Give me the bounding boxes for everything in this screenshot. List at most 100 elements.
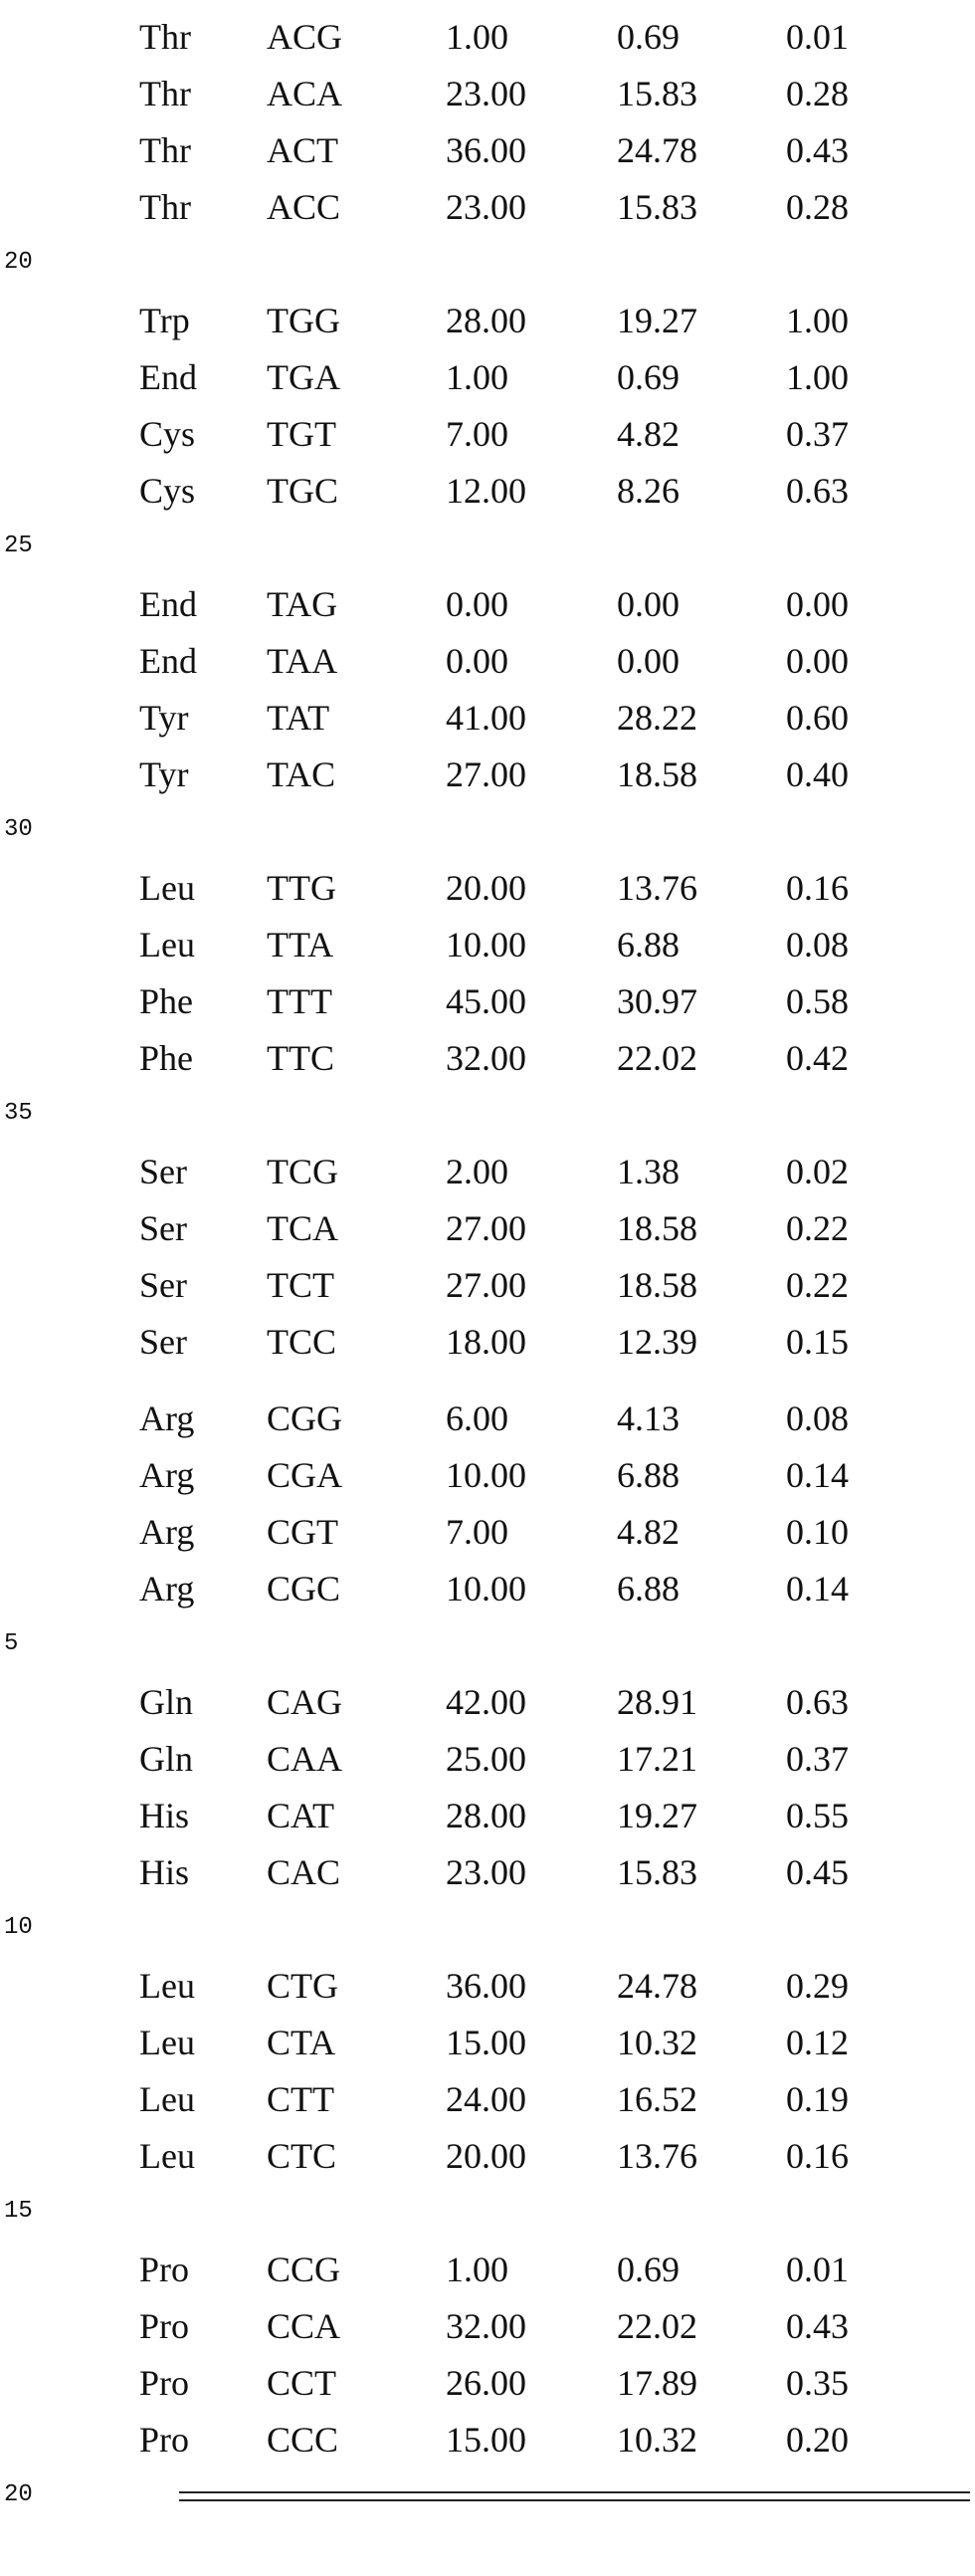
table-cell: 36.00	[446, 1965, 526, 2007]
table-cell: 0.63	[786, 1681, 849, 1723]
table-cell: 0.19	[786, 2078, 849, 2120]
table-cell: 15.00	[446, 2022, 526, 2063]
table-cell: 41.00	[446, 697, 526, 739]
table-cell: 4.82	[617, 413, 680, 455]
table-cell: 24.78	[617, 129, 697, 171]
table-cell: TAG	[267, 583, 337, 625]
table-cell: Tyr	[139, 753, 188, 795]
table-cell: 4.82	[617, 1511, 680, 1553]
table-cell: TCG	[267, 1151, 338, 1192]
table-cell: 0.08	[786, 1397, 849, 1439]
table-cell: 27.00	[446, 1264, 526, 1306]
table-cell: 17.89	[617, 2362, 697, 2404]
table-row: ArgCGC10.006.880.14	[0, 1560, 975, 1616]
table-cell: Arg	[139, 1397, 194, 1439]
table-cell: 0.00	[617, 640, 680, 682]
table-cell: TAA	[267, 640, 337, 682]
table-cell: 0.28	[786, 186, 849, 228]
table-cell: 25.00	[446, 1738, 526, 1780]
table-cell: End	[139, 356, 197, 398]
table-cell: 15.00	[446, 2419, 526, 2461]
table-row: ArgCGA10.006.880.14	[0, 1446, 975, 1503]
table-cell: 28.22	[617, 697, 697, 739]
table-cell: CGG	[267, 1397, 342, 1439]
table-row: GlnCAA25.0017.210.37	[0, 1730, 975, 1787]
table-row: LeuCTT24.0016.520.19	[0, 2070, 975, 2127]
table-cell: Pro	[139, 2249, 189, 2290]
table-cell: His	[139, 1795, 189, 1836]
table-cell: 0.35	[786, 2362, 849, 2404]
table-row: SerTCG2.001.380.02	[0, 1143, 975, 1199]
table-cell: 10.00	[446, 1454, 526, 1496]
table-cell: CCG	[267, 2249, 340, 2290]
table-cell: 22.02	[617, 1037, 697, 1079]
table-cell: 23.00	[446, 186, 526, 228]
table-cell: 0.20	[786, 2419, 849, 2461]
table-cell: TAT	[267, 697, 329, 739]
table-cell: 0.14	[786, 1568, 849, 1610]
table-cell: 10.32	[617, 2022, 697, 2063]
table-cell: CGA	[267, 1454, 342, 1496]
table-cell: 0.55	[786, 1795, 849, 1836]
table-cell: TTC	[267, 1037, 334, 1079]
table-cell: 0.43	[786, 129, 849, 171]
table-cell: 6.88	[617, 1454, 680, 1496]
table-cell: Arg	[139, 1511, 194, 1553]
table-cell: 20.00	[446, 2135, 526, 2177]
table-cell: Thr	[139, 16, 191, 58]
table-cell: Cys	[139, 413, 195, 455]
table-row: SerTCA27.0018.580.22	[0, 1199, 975, 1256]
table-cell: 0.16	[786, 867, 849, 909]
line-number: 5	[4, 1630, 18, 1657]
table-cell: 1.00	[786, 356, 849, 398]
table-cell: 0.16	[786, 2135, 849, 2177]
table-cell: 20.00	[446, 867, 526, 909]
table-row: GlnCAG42.0028.910.63	[0, 1673, 975, 1730]
table-cell: CAA	[267, 1738, 342, 1780]
table-cell: CCT	[267, 2362, 336, 2404]
table-cell: 0.45	[786, 1851, 849, 1893]
table-cell: 0.00	[446, 640, 508, 682]
table-cell: 0.60	[786, 697, 849, 739]
table-cell: 13.76	[617, 2135, 697, 2177]
table-cell: 8.26	[617, 470, 680, 512]
spacer	[0, 1370, 975, 1390]
table-cell: 0.22	[786, 1207, 849, 1249]
table-cell: TGA	[267, 356, 340, 398]
line-number: 20	[4, 249, 33, 276]
table-cell: 1.00	[446, 2249, 508, 2290]
table-cell: 19.27	[617, 300, 697, 341]
table-row: EndTAG0.000.000.00	[0, 575, 975, 632]
table-cell: 0.00	[446, 583, 508, 625]
table-cell: Arg	[139, 1454, 194, 1496]
table-row: TrpTGG28.0019.271.00	[0, 292, 975, 348]
table-row: ThrACA23.0015.830.28	[0, 65, 975, 121]
table-cell: 10.00	[446, 924, 526, 966]
table-cell: Gln	[139, 1681, 193, 1723]
table-cell: TCC	[267, 1321, 336, 1363]
line-number-row: 20	[0, 235, 975, 292]
table-cell: 0.37	[786, 413, 849, 455]
table-cell: CGT	[267, 1511, 338, 1553]
table-cell: End	[139, 640, 197, 682]
table-cell: 0.12	[786, 2022, 849, 2063]
table-cell: 1.38	[617, 1151, 680, 1192]
table-row: SerTCT27.0018.580.22	[0, 1256, 975, 1313]
table-cell: TTG	[267, 867, 336, 909]
table-row: LeuTTA10.006.880.08	[0, 916, 975, 972]
table-cell: Phe	[139, 980, 193, 1022]
table-row: LeuCTA15.0010.320.12	[0, 2014, 975, 2070]
table-cell: Gln	[139, 1738, 193, 1780]
double-rule	[179, 2499, 970, 2501]
table-cell: 17.21	[617, 1738, 697, 1780]
table-row: ProCCT26.0017.890.35	[0, 2354, 975, 2411]
table-cell: Pro	[139, 2419, 189, 2461]
table-cell: 0.01	[786, 16, 849, 58]
line-number-row: 15	[0, 2184, 975, 2241]
table-row: PheTTT45.0030.970.58	[0, 972, 975, 1029]
table-cell: 42.00	[446, 1681, 526, 1723]
table-cell: Ser	[139, 1264, 187, 1306]
table-cell: 0.08	[786, 924, 849, 966]
line-number-row: 25	[0, 519, 975, 575]
table-cell: CTG	[267, 1965, 338, 2007]
